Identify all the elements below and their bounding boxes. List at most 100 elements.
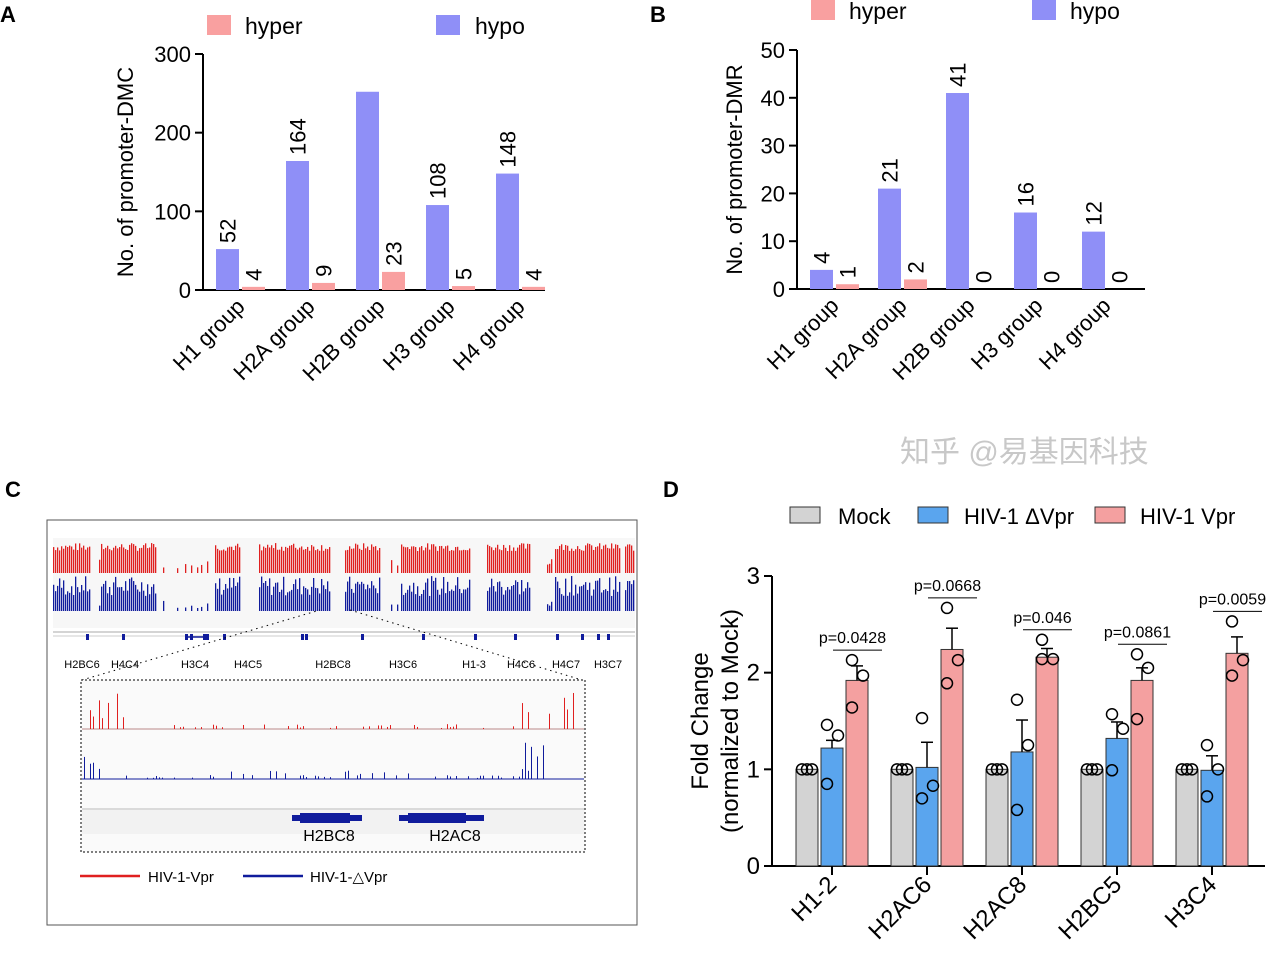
vpr-track-bar <box>265 547 267 573</box>
vpr-track-bar <box>81 547 83 573</box>
vpr-track-bar <box>291 545 293 573</box>
vpr-track-bar <box>439 546 441 573</box>
vpr-track-bar <box>197 567 199 573</box>
vpr-track-bar <box>461 550 463 573</box>
dvpr-track-bar <box>303 586 305 611</box>
dvpr-track-bar <box>451 589 453 611</box>
dvpr-track-bar <box>137 589 139 611</box>
bar-hyper <box>452 286 475 290</box>
vpr-track-bar <box>527 543 529 573</box>
dvpr-track-bar <box>163 600 165 611</box>
dvpr-track-bar <box>59 578 61 611</box>
gene-mark <box>305 634 308 640</box>
legend-swatch <box>917 506 949 524</box>
dvpr-track-bar <box>117 587 119 611</box>
data-point <box>990 763 1004 776</box>
vpr-track-bar <box>499 549 501 573</box>
vpr-track-bar <box>133 544 135 573</box>
data-point <box>805 763 819 776</box>
vpr-track-bar <box>445 546 447 573</box>
dvpr-track-bar <box>239 576 241 611</box>
vpr-track-bar <box>413 546 415 573</box>
dvpr-track-bar <box>85 576 87 611</box>
dvpr-zoom-bar <box>315 775 316 779</box>
vpr-track-bar <box>215 545 217 573</box>
vpr-zoom-bar <box>216 725 217 729</box>
gene-mark <box>514 634 517 640</box>
bar-hyper <box>522 286 545 290</box>
vpr-track-bar <box>303 549 305 573</box>
dvpr-track-bar <box>497 582 499 611</box>
dvpr-track-bar <box>633 580 635 611</box>
y-axis-label: No. of promoter-DMC <box>113 67 138 277</box>
watermark: 知乎 @易基因科技 <box>900 436 1149 469</box>
dvpr-track-bar <box>407 589 409 611</box>
dvpr-track-bar <box>233 578 235 611</box>
vpr-track-bar <box>425 547 427 573</box>
vpr-track-bar <box>259 544 261 573</box>
vpr-track-bar <box>191 565 193 573</box>
dvpr-track-bar <box>599 578 601 611</box>
data-label: 21 <box>878 158 903 182</box>
vpr-track-bar <box>487 544 489 573</box>
vpr-track-bar <box>369 550 371 573</box>
p-value: p=0.0059 <box>1199 591 1266 608</box>
dvpr-track-bar <box>493 586 495 611</box>
gene-label: H4C5 <box>234 659 262 671</box>
dvpr-track-bar <box>285 595 287 611</box>
dvpr-track-bar <box>101 586 103 611</box>
vpr-zoom-bar <box>441 727 442 729</box>
vpr-track-bar <box>443 548 445 573</box>
dvpr-track-bar <box>507 586 509 611</box>
vpr-zoom-bar <box>99 700 100 729</box>
vpr-zoom-bar <box>573 692 574 729</box>
dvpr-track-bar <box>549 605 551 611</box>
dvpr-track-bar <box>313 577 315 611</box>
vpr-track-bar <box>149 547 151 573</box>
dvpr-track-bar <box>57 585 59 611</box>
dvpr-track-bar <box>391 604 393 611</box>
vpr-zoom-bar <box>183 726 184 729</box>
vpr-track-bar <box>283 550 285 573</box>
dvpr-track-bar <box>141 582 143 611</box>
dvpr-track-bar <box>437 589 439 611</box>
data-label: 0 <box>1108 271 1133 283</box>
dvpr-track-bar <box>267 585 269 611</box>
bar-hyper <box>242 286 265 290</box>
vpr-track-bar <box>185 564 187 573</box>
vpr-track-bar <box>323 550 325 573</box>
dvpr-track-bar <box>465 589 467 611</box>
vpr-track-bar <box>579 548 581 573</box>
dvpr-track-bar <box>449 591 451 611</box>
legend-label: Mock <box>838 504 892 529</box>
vpr-track-bar <box>89 546 91 573</box>
dvpr-track-bar <box>353 592 355 611</box>
dvpr-track-bar <box>441 588 443 611</box>
legend-label: HIV-1 Vpr <box>1140 504 1235 529</box>
dvpr-track-bar <box>53 584 55 611</box>
dvpr-track-bar <box>295 579 297 611</box>
vpr-track-bar <box>491 547 493 573</box>
vpr-track-bar <box>373 546 375 573</box>
vpr-track-bar <box>289 545 291 573</box>
dvpr-track-bar <box>413 582 415 611</box>
vpr-track-bar <box>143 545 145 573</box>
vpr-zoom-bar <box>195 727 196 729</box>
vpr-zoom-bar <box>180 727 181 729</box>
data-label: 12 <box>1082 201 1107 225</box>
dvpr-track-bar <box>409 585 411 611</box>
data-point <box>1130 712 1144 726</box>
dvpr-track-bar <box>373 585 375 611</box>
vpr-track-bar <box>125 549 127 573</box>
y-tick-label: 20 <box>761 181 785 206</box>
dvpr-track-bar <box>99 605 101 611</box>
legend-label-hyper: hyper <box>245 13 303 39</box>
zoom-gene-label: H2BC8 <box>303 828 355 845</box>
vpr-track-bar <box>555 549 557 573</box>
p-value: p=0.0668 <box>914 578 981 595</box>
dvpr-zoom-bar <box>447 775 448 779</box>
dvpr-track-bar <box>631 584 633 611</box>
dvpr-track-bar <box>83 590 85 611</box>
vpr-zoom-bar <box>108 702 109 729</box>
data-label: 148 <box>496 131 521 168</box>
